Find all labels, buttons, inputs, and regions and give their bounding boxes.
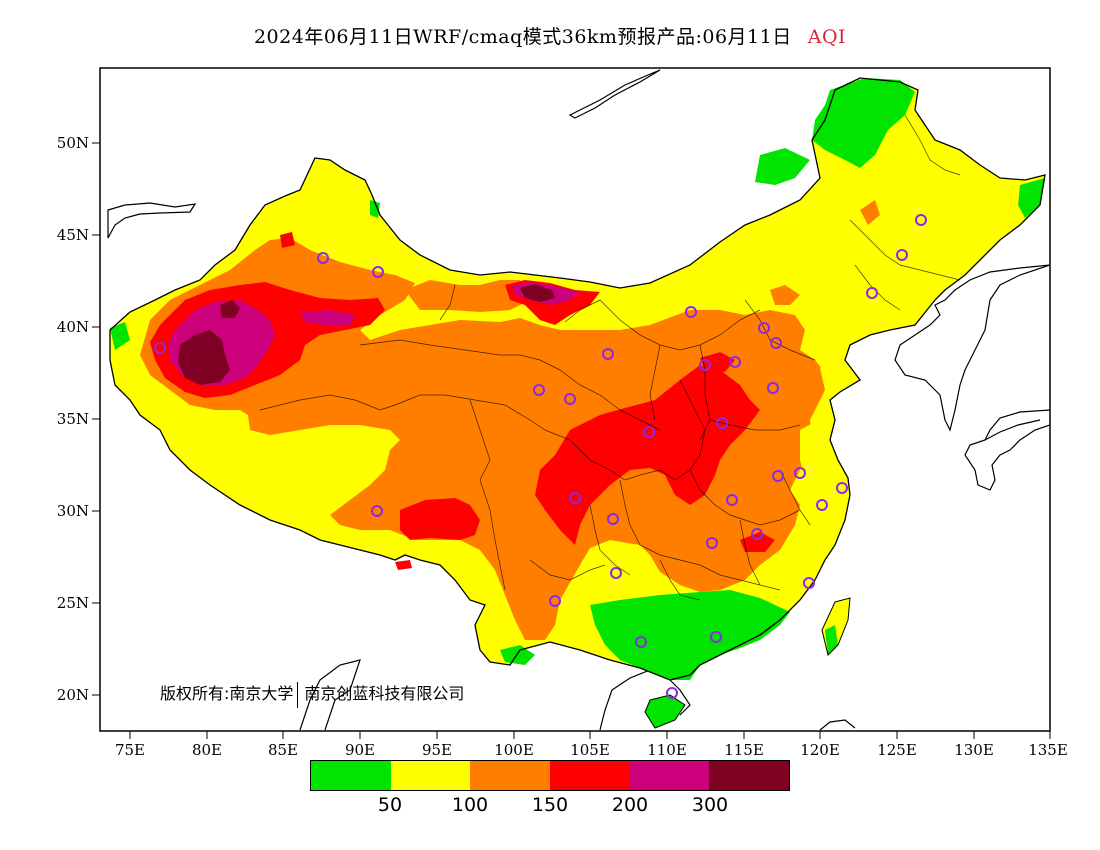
lat-tick-label: 35N [57, 410, 89, 428]
legend-swatch-medium [550, 761, 630, 790]
station-marker [726, 494, 738, 506]
station-marker [716, 417, 728, 429]
lon-tick-label: 130E [954, 741, 994, 759]
lat-tick-label: 50N [57, 134, 89, 152]
station-marker [607, 513, 619, 525]
lat-tick-label: 20N [57, 686, 89, 704]
lon-tick-label: 135E [1028, 741, 1068, 759]
station-marker [770, 337, 782, 349]
province-borders [259, 114, 961, 601]
station-marker [564, 393, 576, 405]
lon-tick-label: 90E [345, 741, 375, 759]
station-marker [729, 356, 741, 368]
hainan-outline [644, 694, 686, 729]
station-marker [635, 636, 647, 648]
lon-tick-label: 125E [877, 741, 917, 759]
station-marker [685, 306, 697, 318]
station-marker [533, 384, 545, 396]
station-marker [772, 470, 784, 482]
copyright-divider [297, 681, 299, 708]
legend-swatch-severe [709, 761, 790, 790]
station-marker [371, 505, 383, 517]
legend-swatch-heavy [629, 761, 710, 790]
tick-marks [92, 142, 1051, 739]
station-marker [699, 359, 711, 371]
map-frame [99, 67, 1051, 732]
station-marker [915, 214, 927, 226]
legend-label: 200 [611, 794, 649, 816]
lon-tick-label: 75E [115, 741, 145, 759]
station-marker [154, 342, 166, 354]
station-marker [372, 266, 384, 278]
lon-tick-label: 115E [724, 741, 764, 759]
lon-tick-label: 105E [570, 741, 610, 759]
aqi-color-legend [310, 760, 790, 791]
legend-swatch-good [311, 761, 391, 790]
station-marker [569, 492, 581, 504]
lat-tick-label: 40N [57, 318, 89, 336]
lon-tick-label: 95E [422, 741, 452, 759]
station-marker [610, 567, 622, 579]
copyright-notice: 版权所有:南京大学 南京创蓝科技有限公司 [160, 680, 464, 708]
lon-tick-label: 100E [494, 741, 534, 759]
china-border [109, 77, 1046, 681]
legend-swatch-light [470, 761, 551, 790]
station-marker [751, 528, 763, 540]
station-marker [758, 322, 770, 334]
station-marker [549, 595, 561, 607]
copyright-right: 南京创蓝科技有限公司 [304, 684, 465, 703]
station-marker [896, 249, 908, 261]
station-marker [866, 287, 878, 299]
lat-tick-label: 25N [57, 594, 89, 612]
legend-label: 300 [691, 794, 729, 816]
copyright-left: 版权所有:南京大学 [160, 684, 294, 703]
neighbor-coastlines [107, 69, 1050, 731]
legend-label: 150 [531, 794, 569, 816]
aqi-field [110, 78, 1045, 728]
lon-tick-label: 85E [268, 741, 298, 759]
station-marker [767, 382, 779, 394]
taiwan-outline [821, 597, 851, 656]
lon-tick-label: 80E [192, 741, 222, 759]
map-title: 2024年06月11日WRF/cmaq模式36km预报产品:06月11日 AQI [0, 22, 1100, 49]
station-marker [317, 252, 329, 264]
station-marker [794, 467, 806, 479]
variable-label: AQI [807, 26, 847, 48]
station-marker [803, 577, 815, 589]
station-marker [706, 537, 718, 549]
legend-labels: 50 100 150 200 300 [310, 794, 790, 818]
station-marker [643, 426, 655, 438]
lat-tick-label: 45N [57, 226, 89, 244]
station-marker [602, 348, 614, 360]
station-marker [836, 482, 848, 494]
station-marker [816, 499, 828, 511]
lon-tick-label: 110E [647, 741, 687, 759]
legend-label: 100 [451, 794, 489, 816]
lat-tick-label: 30N [57, 502, 89, 520]
station-marker [666, 687, 678, 699]
legend-swatch-moderate [390, 761, 471, 790]
legend-label: 50 [377, 794, 403, 816]
title-text: 2024年06月11日WRF/cmaq模式36km预报产品:06月11日 [253, 26, 792, 48]
lon-tick-label: 120E [800, 741, 840, 759]
station-marker [710, 631, 722, 643]
station-markers [154, 214, 927, 699]
